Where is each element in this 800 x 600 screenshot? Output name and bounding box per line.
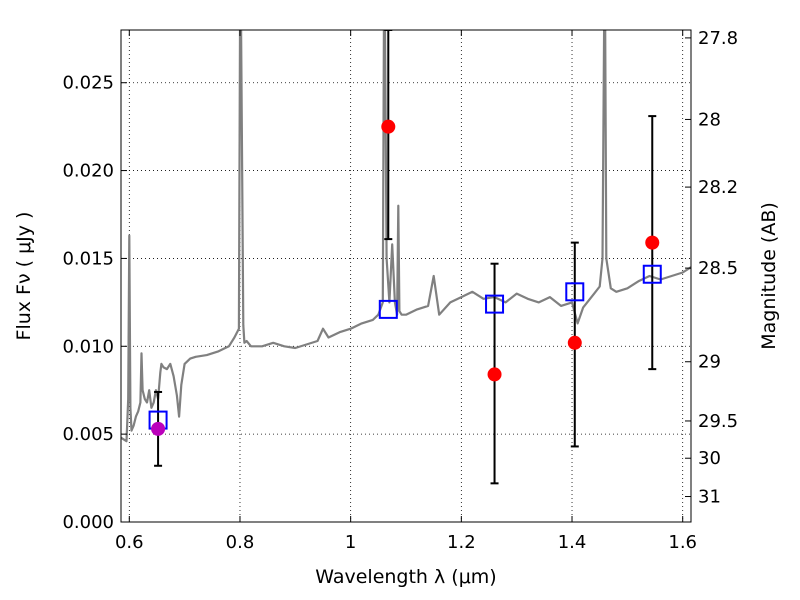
- y-right-tick-label: 31: [698, 487, 721, 508]
- axis-ticks: 0.6 0.8 1 1.2 1.4 1.6 0.000 0.005 0.010 0.015 0.02…: [62, 28, 738, 553]
- plot-area: [121, 30, 691, 485]
- observed-point: [645, 235, 660, 250]
- plot-frame: [120, 29, 692, 523]
- y-right-tick-label: 29.5: [698, 411, 738, 432]
- y-axis-label: Flux Fν ( μJy ): [13, 212, 35, 341]
- y-axis-right-label: Magnitude (AB): [758, 202, 780, 350]
- y-tick-label: 0.010: [62, 336, 114, 357]
- y-right-tick-label: 28: [698, 109, 721, 130]
- model-point-square: [565, 282, 585, 302]
- y-right-tick-label: 28.5: [698, 258, 738, 279]
- model-point-square: [642, 264, 662, 284]
- y-right-tick-label: 30: [698, 448, 721, 469]
- x-tick-label: 1.2: [447, 532, 476, 553]
- y-tick-label: 0.015: [62, 248, 114, 269]
- y-right-tick-label: 27.8: [698, 28, 738, 49]
- y-right-tick-label: 28.2: [698, 177, 738, 198]
- x-axis-label: Wavelength λ (μm): [315, 566, 496, 588]
- x-tick-label: 1.6: [668, 532, 697, 553]
- x-tick-label: 1: [345, 532, 356, 553]
- observed-point: [567, 335, 582, 350]
- model-spectrum-line: [121, 30, 691, 443]
- model-point-square: [485, 294, 505, 314]
- model-point-square: [378, 299, 398, 319]
- x-tick-label: 0.8: [226, 532, 255, 553]
- observed-point: [487, 367, 502, 382]
- y-tick-label: 0.020: [62, 161, 114, 182]
- x-tick-label: 0.6: [115, 532, 144, 553]
- y-right-tick-label: 29: [698, 352, 721, 373]
- x-tick-label: 1.4: [558, 532, 587, 553]
- observed-point: [151, 421, 166, 436]
- y-tick-label: 0.025: [62, 73, 114, 94]
- y-tick-label: 0.000: [62, 512, 114, 533]
- observed-point: [381, 119, 396, 134]
- y-tick-label: 0.005: [62, 424, 114, 445]
